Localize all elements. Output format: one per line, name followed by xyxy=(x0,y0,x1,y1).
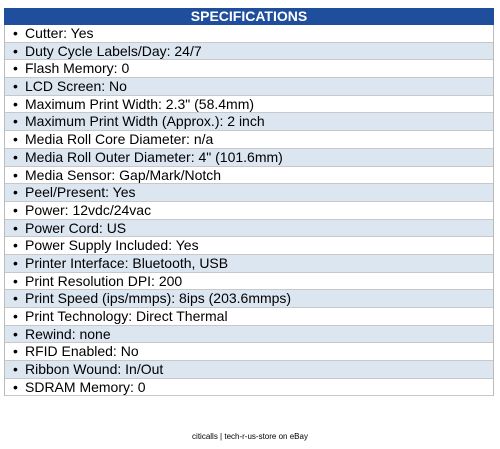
spec-item: Print Technology: Direct Thermal xyxy=(5,308,493,326)
spec-item: Media Roll Outer Diameter: 4" (101.6mm) xyxy=(5,148,493,167)
spec-list: Cutter: YesDuty Cycle Labels/Day: 24/7Fl… xyxy=(4,25,494,397)
spec-item: Cutter: Yes xyxy=(5,25,493,43)
spec-item: RFID Enabled: No xyxy=(5,343,493,362)
spec-item: Print Resolution DPI: 200 xyxy=(5,273,493,291)
spec-item: Media Sensor: Gap/Mark/Notch xyxy=(5,167,493,185)
spec-item: Print Speed (ips/mmps): 8ips (203.6mmps) xyxy=(5,290,493,308)
spec-item: Maximum Print Width: 2.3" (58.4mm) xyxy=(5,96,493,114)
spec-item: Printer Interface: Bluetooth, USB xyxy=(5,254,493,273)
spec-item: Duty Cycle Labels/Day: 24/7 xyxy=(5,42,493,61)
spec-item: Peel/Present: Yes xyxy=(5,184,493,202)
spec-item: Rewind: none xyxy=(5,325,493,344)
spec-item: SDRAM Memory: 0 xyxy=(5,379,493,397)
spec-item: Power Cord: US xyxy=(5,219,493,238)
footer-text: citicalls | tech-r-us-store on eBay xyxy=(192,432,308,441)
spec-item: Flash Memory: 0 xyxy=(5,60,493,79)
header-title: SPECIFICATIONS xyxy=(4,8,494,25)
spec-item: Power: 12vdc/24vac xyxy=(5,202,493,220)
spec-item: Ribbon Wound: In/Out xyxy=(5,361,493,379)
spec-item: LCD Screen: No xyxy=(5,78,493,96)
spec-item: Media Roll Core Diameter: n/a xyxy=(5,131,493,149)
spec-sheet: SPECIFICATIONS Cutter: YesDuty Cycle Lab… xyxy=(4,8,494,397)
spec-item: Maximum Print Width (Approx.): 2 inch xyxy=(5,113,493,132)
spec-item: Power Supply Included: Yes xyxy=(5,237,493,255)
